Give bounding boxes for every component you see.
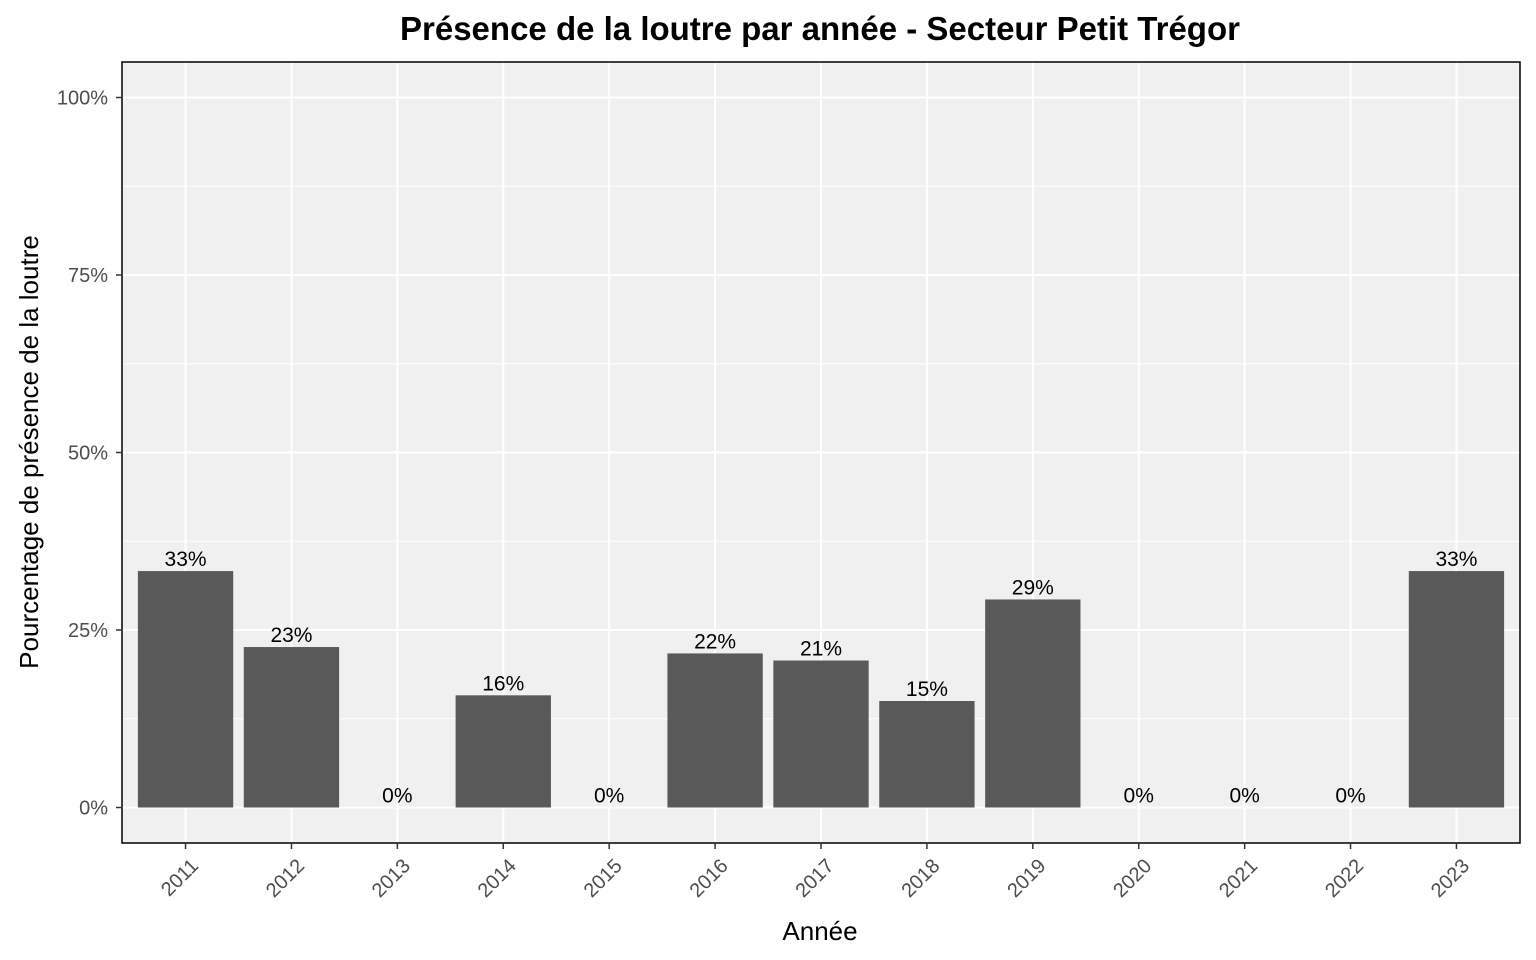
data-label-2023: 33% — [1435, 548, 1477, 571]
data-label-2019: 29% — [1012, 576, 1054, 599]
data-label-2016: 22% — [694, 630, 736, 653]
y-tick-label: 0% — [79, 798, 108, 820]
data-label-2015: 0% — [594, 785, 624, 808]
chart-title: Présence de la loutre par année - Secteu… — [400, 10, 1240, 47]
x-tick-label: 2014 — [474, 855, 521, 902]
bar-2019 — [985, 599, 1081, 808]
y-tick-label: 50% — [68, 443, 108, 465]
bar-2016 — [667, 653, 763, 808]
y-axis: 0% 25% 50% 75% 100% — [57, 88, 122, 820]
x-axis: 2011 2012 2013 2014 2015 2016 2017 2018 2019 2020… — [157, 843, 1474, 902]
bar-2018 — [879, 701, 975, 808]
bar-2011 — [137, 571, 234, 808]
y-axis-title: Pourcentage de présence de la loutre — [14, 235, 44, 669]
y-tick-label: 100% — [57, 88, 108, 110]
x-tick-label: 2022 — [1321, 855, 1368, 902]
data-labels: 33% 23% 0% 16% 0% 22% 21% 15% 29% 0% 0% 0% 33% — [165, 548, 1478, 807]
x-tick-label: 2023 — [1427, 855, 1474, 902]
bar-2012 — [243, 647, 340, 808]
data-label-2018: 15% — [906, 678, 948, 701]
x-tick-label: 2015 — [580, 855, 627, 902]
x-tick-label: 2020 — [1109, 855, 1156, 902]
data-label-2011: 33% — [165, 548, 207, 571]
data-label-2021: 0% — [1229, 785, 1259, 808]
y-tick-label: 75% — [68, 265, 108, 287]
x-axis-title: Année — [782, 916, 857, 946]
x-tick-label: 2018 — [897, 855, 944, 902]
x-tick-label: 2013 — [368, 855, 415, 902]
y-tick-label: 25% — [68, 620, 108, 642]
data-label-2013: 0% — [382, 785, 412, 808]
bars — [137, 571, 1505, 808]
bar-2023 — [1408, 571, 1505, 808]
bar-2014 — [455, 695, 551, 808]
x-tick-label: 2021 — [1215, 855, 1262, 902]
bar-2017 — [773, 660, 869, 808]
data-label-2012: 23% — [270, 624, 312, 647]
data-label-2020: 0% — [1124, 785, 1154, 808]
x-tick-label: 2016 — [686, 855, 733, 902]
data-label-2017: 21% — [800, 638, 842, 661]
data-label-2022: 0% — [1335, 785, 1365, 808]
x-tick-label: 2019 — [1003, 855, 1050, 902]
x-tick-label: 2017 — [792, 855, 839, 902]
x-tick-label: 2012 — [262, 855, 309, 902]
x-tick-label: 2011 — [157, 855, 203, 901]
data-label-2014: 16% — [482, 672, 524, 695]
